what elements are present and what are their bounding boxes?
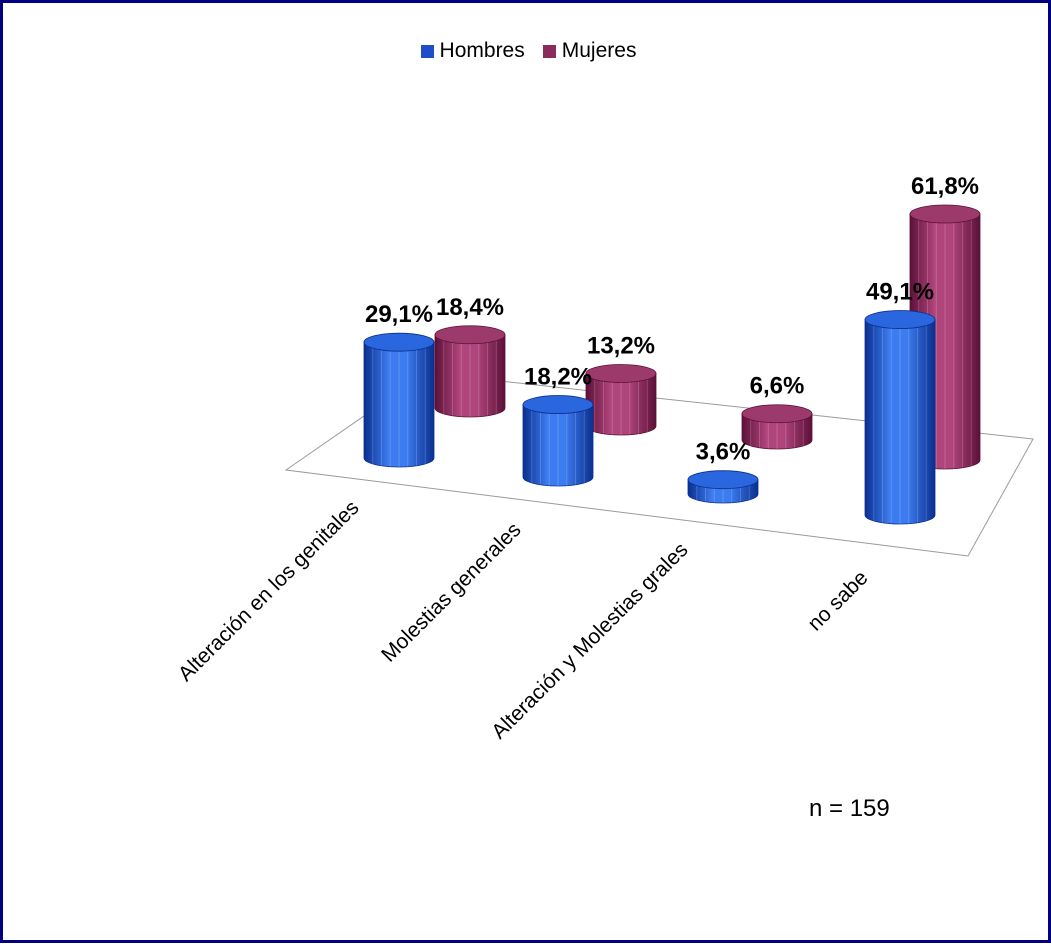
- bar-top: [363, 332, 435, 352]
- bar-body: [741, 413, 813, 450]
- bar-top: [909, 204, 981, 224]
- category-tick-label: Alteración y Molestias grales: [487, 538, 692, 743]
- bar-body: [363, 341, 435, 468]
- bar-mujeres-2: [741, 404, 813, 450]
- data-label: 6,6%: [750, 373, 805, 400]
- legend-label-hombres: Hombres: [439, 39, 525, 62]
- category-tick-label: Alteración en los genitales: [174, 496, 364, 686]
- data-label: 49,1%: [866, 279, 934, 306]
- legend-item-hombres: Hombres: [420, 39, 525, 63]
- bar-hombres-3: [864, 310, 936, 525]
- bar-body: [522, 404, 594, 487]
- data-label: 18,2%: [524, 364, 592, 391]
- bar-body: [864, 319, 936, 525]
- category-tick-label: Molestias generales: [377, 518, 525, 666]
- bar-body: [434, 334, 506, 418]
- bar-top: [864, 310, 936, 329]
- chart-plot: 18,4% 13,2% 6,6% 61,8% 29,1% 18,2% 3,6% 49,1% Al…: [174, 173, 1034, 744]
- legend-item-mujeres: Mujeres: [542, 39, 637, 63]
- data-label: 13,2%: [587, 332, 655, 359]
- bar-top: [585, 364, 657, 383]
- data-label: 29,1%: [365, 301, 433, 328]
- bar-hombres-2: [687, 470, 759, 504]
- legend-swatch-mujeres: [542, 44, 556, 58]
- bar-top: [522, 395, 594, 414]
- bar-top: [741, 404, 813, 424]
- bar-top: [434, 325, 506, 345]
- bar-hombres-1: [522, 395, 594, 487]
- bar-hombres-0: [363, 332, 435, 468]
- legend: Hombres Mujeres: [3, 39, 1051, 63]
- legend-label-mujeres: Mujeres: [561, 39, 637, 62]
- data-label: 3,6%: [696, 439, 751, 466]
- data-label: 61,8%: [911, 173, 979, 200]
- bar-top: [687, 470, 759, 490]
- bar-mujeres-0: [434, 325, 506, 418]
- category-tick-label: no sabe: [803, 566, 872, 635]
- bar-mujeres-1: [585, 364, 657, 436]
- sample-size-note: n = 159: [809, 795, 890, 822]
- legend-swatch-hombres: [420, 44, 434, 58]
- data-label: 18,4%: [436, 294, 504, 321]
